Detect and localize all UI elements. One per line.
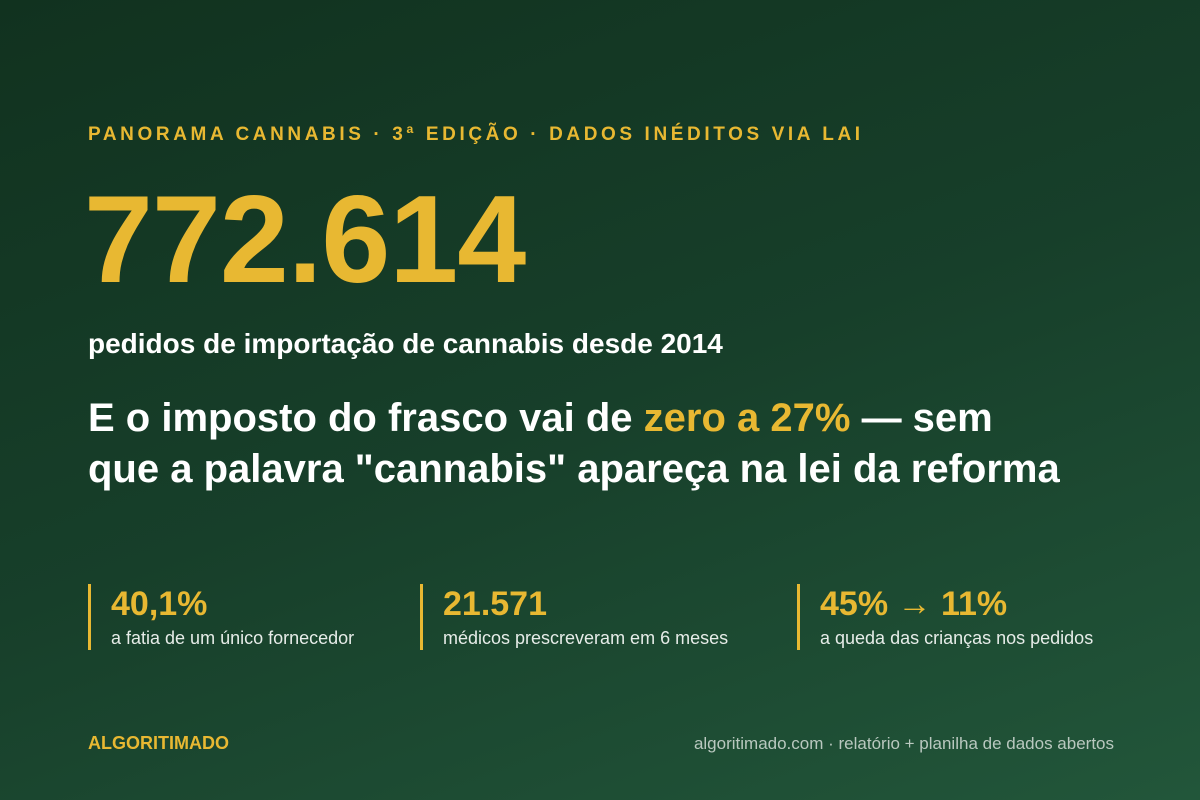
headline: E o imposto do frasco vai de zero a 27% … [88, 393, 1068, 495]
stat: 45% → 11% a queda das crianças nos pedid… [797, 584, 1110, 650]
stat-label: a queda das crianças nos pedidos [820, 628, 1094, 648]
kicker: PANORAMA CANNABIS · 3ª EDIÇÃO · DADOS IN… [88, 124, 864, 145]
headline-text: — sem que a palavra "cannabis" apareça n… [88, 396, 1060, 491]
headline-text: E o imposto do frasco vai de [88, 396, 644, 440]
hero-number: 772.614 [84, 171, 526, 309]
stat: 21.571 médicos prescreveram em 6 meses [420, 584, 733, 650]
stat-label: a fatia de um único fornecedor [111, 628, 355, 648]
stat-value: 21.571 [443, 585, 547, 623]
stat-value: 45% → 11% [820, 585, 1008, 623]
brand: ALGORITIMADO [88, 733, 229, 753]
stat-label: médicos prescreveram em 6 meses [443, 628, 729, 648]
headline-highlight: zero a 27% [643, 396, 851, 440]
hero-caption: pedidos de importação de cannabis desde … [88, 328, 723, 359]
stat: 40,1% a fatia de um único fornecedor [88, 584, 401, 650]
stat-value: 40,1% [111, 585, 208, 623]
footer-note: algoritimado.com · relatório + planilha … [693, 734, 1114, 753]
